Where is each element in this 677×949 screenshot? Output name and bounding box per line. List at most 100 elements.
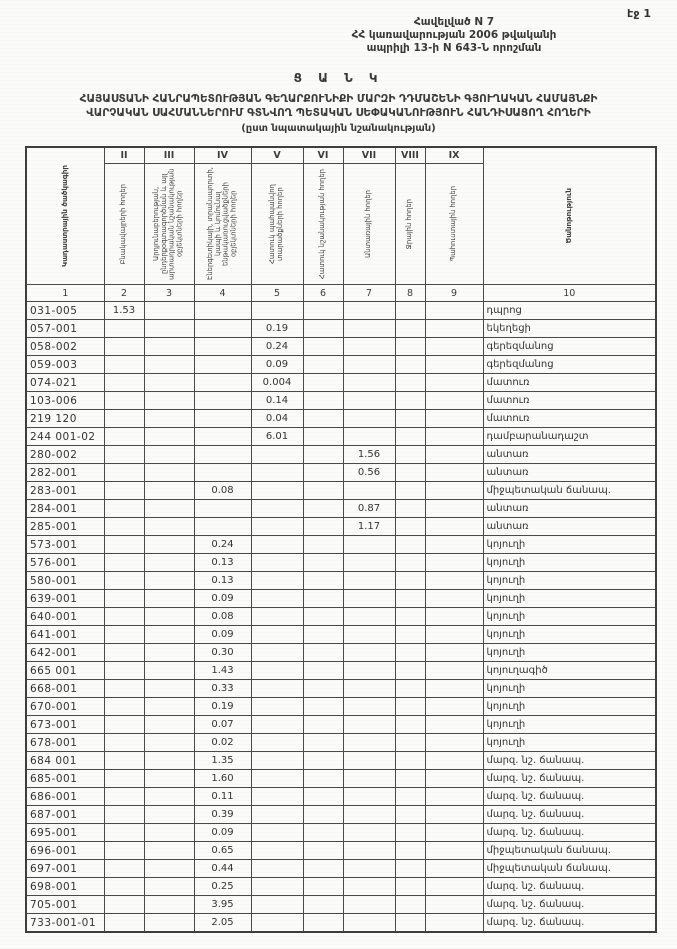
cell-note: կոյուղի — [482, 697, 657, 716]
cell-area-value — [250, 913, 304, 933]
cell-area-value — [143, 391, 195, 410]
cell-note: կոյուղի — [482, 589, 657, 608]
cell-area-value — [394, 571, 426, 590]
cell-area-value — [394, 553, 426, 572]
cell-cadastral-code: 103-006 — [25, 391, 105, 410]
cell-area-value — [302, 481, 344, 500]
table-row: 673-001 0.07 կոյուղի — [25, 715, 657, 734]
cell-area-value — [424, 625, 484, 644]
cell-area-value — [302, 625, 344, 644]
cell-cadastral-code: 058-002 — [25, 337, 105, 356]
cell-area-value — [342, 625, 396, 644]
cell-area-value — [342, 643, 396, 662]
cell-note: մատուռ — [482, 409, 657, 428]
cell-cadastral-code: 244 001-02 — [25, 427, 105, 446]
table-row: 285-001 1.17 անտառ — [25, 517, 657, 536]
cell-area-value — [394, 391, 426, 410]
cell-area-value — [143, 751, 195, 770]
cell-cadastral-code: 639-001 — [25, 589, 105, 608]
cell-area-value — [103, 769, 145, 788]
cell-area-value — [424, 319, 484, 338]
cell-note: անտառ — [482, 463, 657, 482]
table-row: 698-001 0.25 մարզ. նշ. ճանապ. — [25, 877, 657, 896]
cell-note: մարզ. նշ. ճանապ. — [482, 805, 657, 824]
cell-area-value — [342, 355, 396, 374]
land-categories-table: Կադաստրային ծածկագիր II III IV V VI VII … — [25, 146, 657, 933]
subtitle-line-1: ՀԱՅԱՍՏԱՆԻ ՀԱՆՐԱՊԵՏՈՒԹՅԱՆ ԳԵՂԱՐՔՈՒՆԻՔԻ ՄԱ… — [79, 93, 598, 105]
roman-V: V — [250, 146, 304, 164]
cell-area-value: 1.56 — [342, 445, 396, 464]
cell-area-value — [342, 553, 396, 572]
cell-area-value — [103, 895, 145, 914]
cell-note: դպրոց — [482, 301, 657, 320]
cell-area-value — [143, 553, 195, 572]
cell-area-value — [193, 445, 252, 464]
cell-area-value — [143, 373, 195, 392]
cell-area-value — [424, 589, 484, 608]
cell-area-value — [143, 319, 195, 338]
col-num-10: 10 — [482, 284, 657, 302]
cell-area-value: 0.19 — [250, 319, 304, 338]
cell-note: մարզ. նշ. ճանապ. — [482, 769, 657, 788]
cell-note: գերեզմանոց — [482, 355, 657, 374]
cell-area-value — [143, 859, 195, 878]
column-number-row: 1 2 3 4 5 6 7 8 9 10 — [25, 284, 657, 302]
table-row: 058-002 0.24 գերեզմանոց — [25, 337, 657, 356]
table-row: 244 001-02 6.01 դամբարանադաշտ — [25, 427, 657, 446]
cell-area-value: 0.56 — [342, 463, 396, 482]
cell-area-value — [143, 445, 195, 464]
roman-II: II — [103, 146, 145, 164]
cell-area-value — [103, 733, 145, 752]
cell-area-value — [103, 643, 145, 662]
table-row: 057-001 0.19 եկեղեցի — [25, 319, 657, 338]
cell-area-value — [302, 427, 344, 446]
cell-area-value — [193, 499, 252, 518]
cell-area-value — [250, 877, 304, 896]
cell-area-value — [342, 661, 396, 680]
header-special-purpose-lands: Հատուկ նշանակության հողեր — [302, 163, 344, 285]
cell-area-value — [342, 391, 396, 410]
cell-area-value — [394, 301, 426, 320]
cell-area-value — [302, 607, 344, 626]
cell-area-value — [394, 679, 426, 698]
cell-area-value — [250, 679, 304, 698]
table-row: 284-001 0.87 անտառ — [25, 499, 657, 518]
cell-area-value — [302, 535, 344, 554]
cell-area-value: 0.25 — [193, 877, 252, 896]
cell-area-value: 0.13 — [193, 553, 252, 572]
cell-cadastral-code: 031-005 — [25, 301, 105, 320]
cell-area-value — [394, 319, 426, 338]
cell-area-value — [302, 877, 344, 896]
cell-area-value — [103, 517, 145, 536]
cell-area-value: 0.08 — [193, 607, 252, 626]
cell-area-value — [143, 841, 195, 860]
cell-area-value — [302, 301, 344, 320]
cell-area-value — [143, 337, 195, 356]
cell-cadastral-code: 219 120 — [25, 409, 105, 428]
cell-note: մարզ. նշ. ճանապ. — [482, 913, 657, 933]
cell-area-value — [302, 589, 344, 608]
cell-area-value — [394, 481, 426, 500]
cell-area-value: 1.53 — [103, 301, 145, 320]
cell-area-value — [302, 913, 344, 933]
header-water-lands: Ջրային հողեր — [394, 163, 426, 285]
table-row: 695-001 0.09 մարզ. նշ. ճանապ. — [25, 823, 657, 842]
cell-area-value — [250, 805, 304, 824]
cell-area-value — [342, 913, 396, 933]
cell-note: կոյուղի — [482, 625, 657, 644]
table-row: 219 120 0.04 մատուռ — [25, 409, 657, 428]
page-number: էջ 1 — [627, 7, 651, 20]
header-notes-label: Ծանոթություն — [564, 188, 574, 244]
cell-area-value — [302, 409, 344, 428]
cell-area-value — [342, 859, 396, 878]
cell-area-value — [394, 535, 426, 554]
cell-area-value — [250, 607, 304, 626]
col-num-8: 8 — [394, 284, 426, 302]
cell-area-value — [250, 481, 304, 500]
cell-area-value — [424, 445, 484, 464]
cell-cadastral-code: 733-001-01 — [25, 913, 105, 933]
cell-area-value — [394, 805, 426, 824]
cell-area-value — [143, 913, 195, 933]
cell-note: կոյուղի — [482, 535, 657, 554]
header-settlement-lands: Բնակավայրերի հողեր — [103, 163, 145, 285]
